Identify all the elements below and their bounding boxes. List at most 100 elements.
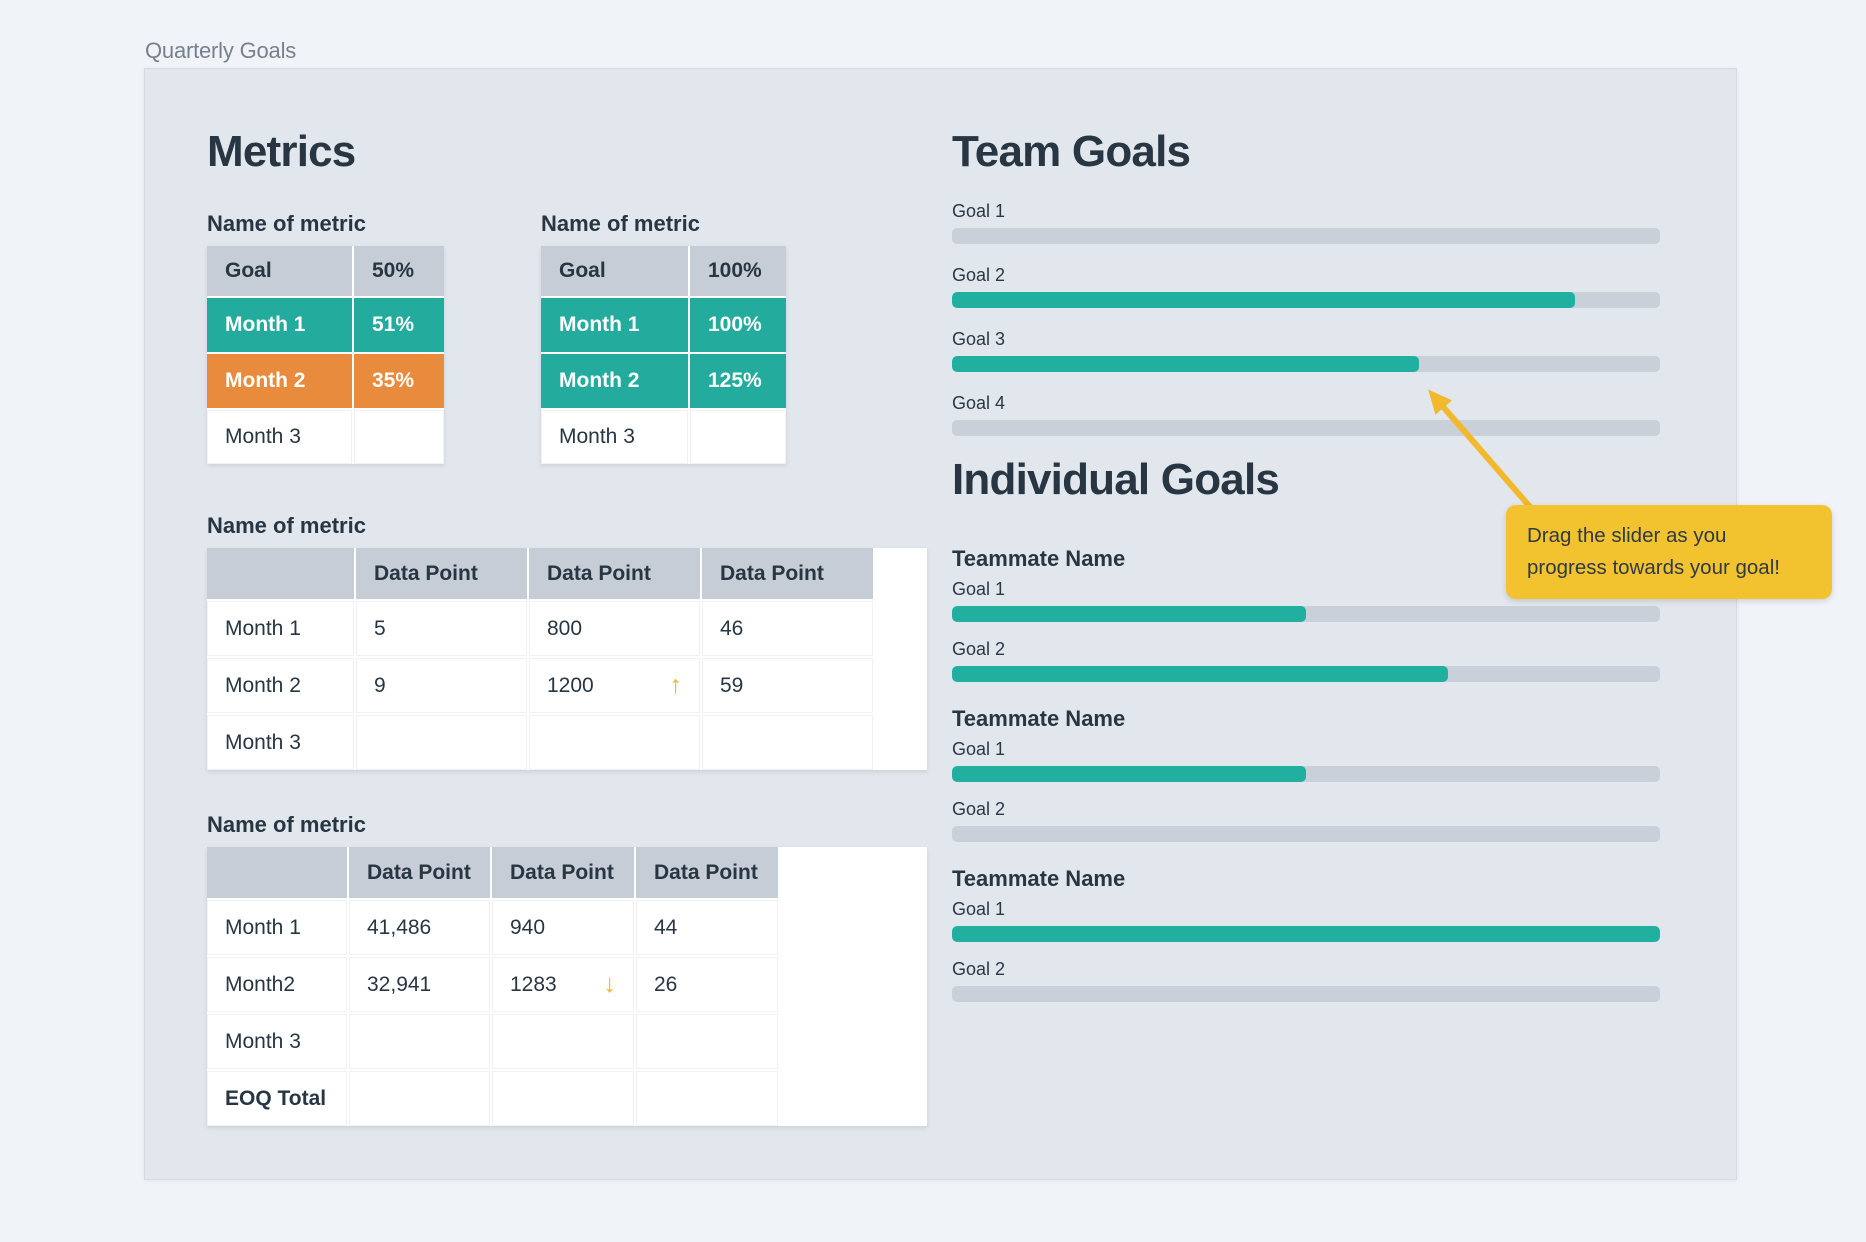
table-header-cell[interactable]: Goal <box>207 246 352 296</box>
table-header-cell[interactable]: Data Point <box>356 548 527 599</box>
table-cell-value[interactable]: 100% <box>690 298 786 352</box>
goal-label: Goal 1 <box>952 899 1006 919</box>
table-cell-month[interactable]: Month 3 <box>541 410 688 464</box>
table-cell-value[interactable]: 35% <box>354 354 444 408</box>
table-cell-value[interactable]: 940 <box>492 900 634 955</box>
table-cell-value[interactable]: 1200 ↑ <box>529 658 700 713</box>
individual-goals-heading: Individual Goals <box>952 455 1280 504</box>
goals-section: Team Goals Goal 1 Goal 2 Goal 3 <box>952 129 1660 1019</box>
goal-progress-fill <box>952 666 1448 682</box>
table-cell-month[interactable]: Month 1 <box>207 900 347 955</box>
table-cell-month[interactable]: Month 3 <box>207 715 354 770</box>
team-goals-list: Goal 1 Goal 2 Goal 3 Goal 4 <box>952 201 1660 436</box>
individual-goal-row: Goal 1 <box>952 899 1660 942</box>
page-title: Quarterly Goals <box>145 38 297 63</box>
table-cell-month[interactable]: Month 3 <box>207 1014 347 1069</box>
table-cell-value[interactable] <box>636 1014 778 1069</box>
metric-block-2: Name of metric Goal 100% Month 1 100% Mo… <box>541 211 786 464</box>
table-cell-value[interactable]: 9 <box>356 658 527 713</box>
teammate-name: Teammate Name <box>952 706 1126 731</box>
teammate-block: Teammate Name Goal 1 Goal 2 <box>952 866 1660 1002</box>
goal-label: Goal 2 <box>952 265 1006 285</box>
table-cell-value[interactable]: 26 <box>636 957 778 1012</box>
goal-progress-slider[interactable] <box>952 926 1660 942</box>
table-cell-value[interactable] <box>636 1071 778 1126</box>
table-cell-value[interactable] <box>702 715 873 770</box>
table-cell-month[interactable]: Month 2 <box>207 354 352 408</box>
goal-progress-fill <box>952 606 1306 622</box>
goal-label: Goal 4 <box>952 393 1006 413</box>
goal-progress-slider[interactable] <box>952 986 1660 1002</box>
goal-progress-slider[interactable] <box>952 766 1660 782</box>
trend-up-icon: ↑ <box>669 671 683 699</box>
team-goal-row: Goal 4 <box>952 393 1660 436</box>
individual-goal-row: Goal 2 <box>952 799 1660 842</box>
tooltip-note: Drag the slider as you progress towards … <box>1506 505 1832 599</box>
goal-progress-slider[interactable] <box>952 292 1660 308</box>
table-cell-value[interactable] <box>492 1071 634 1126</box>
table-cell-month[interactable]: Month 1 <box>541 298 688 352</box>
table-header-cell[interactable] <box>207 847 347 898</box>
goal-progress-slider[interactable] <box>952 606 1660 622</box>
goal-label: Goal 1 <box>952 739 1006 759</box>
table-cell-value[interactable]: 800 <box>529 601 700 656</box>
table-cell-value[interactable] <box>354 410 444 464</box>
table-cell-value[interactable]: 32,941 <box>349 957 490 1012</box>
teammate-name: Teammate Name <box>952 866 1126 891</box>
metric-block-4: Name of metric Data Point Data Point Dat… <box>207 812 927 1126</box>
table-cell-value[interactable] <box>349 1014 490 1069</box>
tooltip-pointer-arrow-icon <box>1428 389 1541 518</box>
goal-label: Goal 2 <box>952 639 1006 659</box>
metric-block-3: Name of metric Data Point Data Point Dat… <box>207 513 927 770</box>
metric-table-1: Goal 50% Month 1 51% Month 2 35% Month 3 <box>207 246 444 464</box>
goal-label: Goal 1 <box>952 201 1006 221</box>
table-header-cell[interactable]: Goal <box>541 246 688 296</box>
table-cell-value[interactable]: 1283 ↓ <box>492 957 634 1012</box>
goal-progress-fill <box>952 292 1576 308</box>
metric-block-1: Name of metric Goal 50% Month 1 51% Mont… <box>207 211 444 464</box>
goal-progress-fill <box>952 356 1420 372</box>
goal-progress-slider[interactable] <box>952 420 1660 436</box>
goal-progress-slider[interactable] <box>952 356 1660 372</box>
goal-progress-slider[interactable] <box>952 826 1660 842</box>
table-cell-month[interactable]: Month 2 <box>541 354 688 408</box>
table-cell-month[interactable]: Month 1 <box>207 601 354 656</box>
metric-title: Name of metric <box>207 211 366 236</box>
table-header-cell[interactable]: Data Point <box>492 847 634 898</box>
table-header-cell[interactable]: Data Point <box>636 847 778 898</box>
table-cell-month[interactable]: Month 2 <box>207 658 354 713</box>
table-cell-value[interactable]: 59 <box>702 658 873 713</box>
table-cell-value[interactable] <box>356 715 527 770</box>
table-cell-value[interactable] <box>529 715 700 770</box>
table-cell-value[interactable]: 5 <box>356 601 527 656</box>
individual-goal-row: Goal 2 <box>952 639 1660 682</box>
table-cell-value[interactable]: 125% <box>690 354 786 408</box>
table-header-cell[interactable]: Data Point <box>702 548 873 599</box>
table-cell-month[interactable]: Month 3 <box>207 410 352 464</box>
table-cell-value[interactable]: 41,486 <box>349 900 490 955</box>
table-cell-eoq-total[interactable]: EOQ Total <box>207 1071 347 1126</box>
table-cell-value-text: 1200 <box>547 673 594 697</box>
table-cell-value[interactable] <box>349 1071 490 1126</box>
goal-progress-slider[interactable] <box>952 666 1660 682</box>
table-header-cell[interactable]: 50% <box>354 246 444 296</box>
table-cell-value[interactable]: 51% <box>354 298 444 352</box>
table-cell-value[interactable]: 46 <box>702 601 873 656</box>
metric-title: Name of metric <box>207 812 366 837</box>
goal-label: Goal 1 <box>952 579 1006 599</box>
table-cell-value[interactable] <box>492 1014 634 1069</box>
goal-progress-slider[interactable] <box>952 228 1660 244</box>
teammate-block: Teammate Name Goal 1 Goal 2 <box>952 546 1660 682</box>
quarterly-goals-panel: Metrics Name of metric Goal 50% Month 1 … <box>144 68 1737 1180</box>
table-header-cell[interactable]: Data Point <box>349 847 490 898</box>
table-header-cell[interactable]: Data Point <box>529 548 700 599</box>
table-header-cell[interactable] <box>207 548 354 599</box>
table-cell-month[interactable]: Month2 <box>207 957 347 1012</box>
metrics-section: Metrics Name of metric Goal 50% Month 1 … <box>207 129 927 1126</box>
table-cell-value[interactable] <box>690 410 786 464</box>
table-cell-month[interactable]: Month 1 <box>207 298 352 352</box>
table-cell-value[interactable]: 44 <box>636 900 778 955</box>
table-header-cell[interactable]: 100% <box>690 246 786 296</box>
goal-label: Goal 2 <box>952 799 1006 819</box>
team-goal-row: Goal 3 <box>952 329 1660 372</box>
